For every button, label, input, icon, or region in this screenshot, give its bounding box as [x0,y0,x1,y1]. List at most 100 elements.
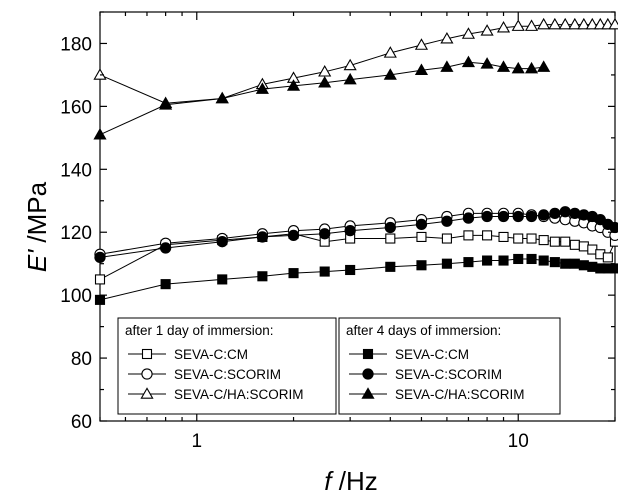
data-point [464,231,473,240]
data-point [513,211,523,221]
y-tick-label: 60 [71,412,92,433]
legend-label: SEVA-C/HA:SCORIM [395,387,525,402]
data-point [442,234,451,243]
data-point [288,230,298,240]
y-axis-label: E' /MPa [22,181,52,272]
data-point [416,219,426,229]
data-point [96,295,105,304]
data-point [550,258,559,267]
data-point [611,264,618,273]
legend-label: SEVA-C:SCORIM [174,367,281,382]
data-point [463,213,473,223]
data-point [499,232,508,241]
legend-layer: after 1 day of immersion: SEVA-C:CM SEVA-C… [118,318,560,414]
data-point [289,269,298,278]
series-line [100,259,615,300]
data-point [320,229,330,239]
series-5 [94,57,549,139]
legend-marker [143,350,152,359]
data-point [94,69,105,79]
data-point [514,254,523,263]
data-point [499,256,508,265]
data-point [417,261,426,270]
legend-box-1: after 4 days of immersion: SEVA-C:CM SEVA-… [339,318,560,414]
data-point [561,259,570,268]
legend-label: SEVA-C/HA:SCORIM [174,387,304,402]
series-2 [94,19,618,107]
data-point [482,211,492,221]
data-point [320,267,329,276]
data-point [345,60,356,70]
y-tick-label: 180 [60,34,92,55]
data-point [527,234,536,243]
data-point [570,259,579,268]
data-point [257,232,267,242]
data-point [550,208,560,218]
data-point [560,19,571,29]
data-point [386,234,395,243]
x-axis-label-unit: /Hz [332,466,378,496]
data-point [483,256,492,265]
legend-label: SEVA-C:CM [395,347,469,362]
y-tick-label: 140 [60,160,92,181]
legend-title: after 1 day of immersion: [125,323,274,338]
data-point [538,19,549,29]
data-point [539,256,548,265]
legend-marker [142,369,152,379]
data-point [346,265,355,274]
data-point [95,252,105,262]
data-point [550,237,559,246]
series-4 [95,207,618,263]
data-point [570,208,580,218]
legend-marker [363,369,373,379]
data-point [539,210,549,220]
data-point [498,211,508,221]
data-point [549,19,560,29]
data-point [527,254,536,263]
data-point [386,262,395,271]
data-point [483,231,492,240]
series-line [100,212,615,258]
data-point [463,57,474,67]
y-axis-label-unit: /MPa [22,181,52,249]
data-point [538,61,549,71]
data-point [561,237,570,246]
data-point [161,280,170,289]
data-point [218,275,227,284]
data-point [464,258,473,267]
data-point [560,207,570,217]
series-3 [96,254,618,304]
y-tick-label: 80 [71,349,92,370]
legend-box-0: after 1 day of immersion: SEVA-C:CM SEVA-C… [118,318,336,414]
y-axis-label-symbol: E' [22,249,52,272]
series-line [100,25,615,104]
data-point [442,259,451,268]
data-point [570,240,579,249]
legend-marker [364,350,373,359]
y-tick-label: 120 [60,223,92,244]
data-point [96,275,105,284]
data-point [258,272,267,281]
legend-label: SEVA-C:CM [174,347,248,362]
data-point [539,236,548,245]
series-line [100,234,615,280]
legend-label: SEVA-C:SCORIM [395,367,502,382]
x-tick-label: 10 [508,431,529,452]
data-point [217,237,227,247]
y-tick-label: 100 [60,286,92,307]
series-layer [94,19,618,304]
legend-title: after 4 days of immersion: [346,323,501,338]
data-point [161,243,171,253]
data-point [417,232,426,241]
data-point [579,261,588,270]
data-point [513,21,524,31]
data-point [514,234,523,243]
data-point [526,211,536,221]
data-point [385,222,395,232]
y-tick-label: 160 [60,97,92,118]
x-axis-label: f /Hz [324,466,377,496]
data-point [610,222,618,232]
x-tick-label: 1 [191,431,202,452]
